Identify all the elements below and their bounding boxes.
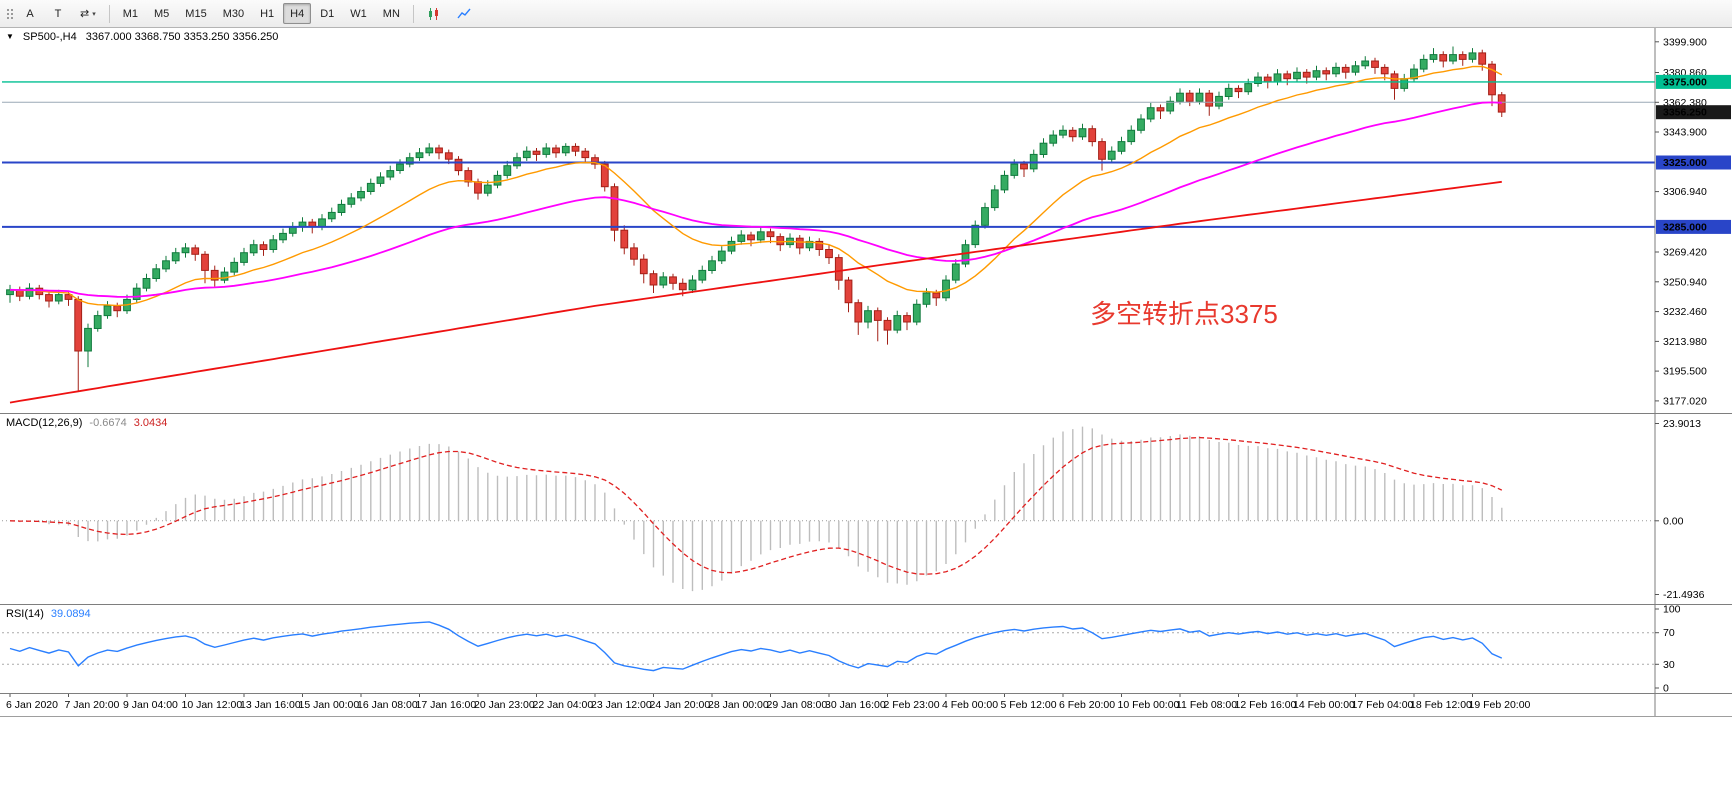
svg-text:29 Jan 08:00: 29 Jan 08:00 [767,699,828,711]
macd-panel[interactable]: 23.9013 0.00 -21.4936 MACD(12,26,9) -0.6674… [0,414,1732,605]
rsi-panel[interactable]: 100 70 30 0 RSI(14) 39.0894 [0,605,1732,694]
svg-text:10 Jan 12:00: 10 Jan 12:00 [182,699,243,711]
svg-text:70: 70 [1663,627,1675,639]
rsi-plot[interactable]: 100 70 30 0 [0,605,1732,693]
svg-text:15 Jan 00:00: 15 Jan 00:00 [299,699,360,711]
symbol-period-label: SP500-,H4 [22,31,77,43]
svg-text:5 Feb 12:00: 5 Feb 12:00 [1001,699,1057,711]
svg-text:19 Feb 20:00: 19 Feb 20:00 [1469,699,1531,711]
svg-text:6 Jan 2020: 6 Jan 2020 [6,699,58,711]
toolbar-separator [108,4,110,23]
svg-text:30: 30 [1663,659,1675,671]
price-badge: 3325.000 [1656,155,1731,170]
time-axis[interactable]: 6 Jan 2020 7 Jan 20:00 9 Jan 04:00 10 Jan 1… [0,694,1732,717]
svg-text:3325.000: 3325.000 [1663,157,1707,169]
svg-text:28 Jan 00:00: 28 Jan 00:00 [708,699,769,711]
svg-text:13 Jan 16:00: 13 Jan 16:00 [240,699,301,711]
cursor-mode-dropdown[interactable]: ⇄ ▾ [73,3,103,24]
macd-main-value: -0.6674 [89,417,127,429]
svg-text:0.00: 0.00 [1663,515,1684,527]
timeframe-h4-button[interactable]: H4 [283,3,312,24]
timeframe-mn-button[interactable]: MN [376,3,407,24]
svg-text:3177.020: 3177.020 [1663,395,1707,407]
svg-text:14 Feb 00:00: 14 Feb 00:00 [1293,699,1355,711]
price-badge: 3285.000 [1656,219,1731,234]
macd-histogram [19,426,1503,592]
time-axis-labels: 6 Jan 2020 7 Jan 20:00 9 Jan 04:00 10 Jan 1… [6,694,1656,716]
main-chart-plot[interactable]: 3399.9003380.8603362.3803343.9003306.940… [0,28,1732,413]
svg-text:3232.460: 3232.460 [1663,306,1707,318]
candlestick-icon [428,7,438,20]
svg-text:7 Jan 20:00: 7 Jan 20:00 [65,699,120,711]
svg-text:3356.250: 3356.250 [1663,107,1707,119]
symbol-collapse-triangle-icon[interactable]: ▼ [6,32,14,41]
svg-text:16 Jan 08:00: 16 Jan 08:00 [357,699,418,711]
svg-text:22 Jan 04:00: 22 Jan 04:00 [533,699,594,711]
svg-text:3250.940: 3250.940 [1663,276,1707,288]
svg-text:2 Feb 23:00: 2 Feb 23:00 [884,699,940,711]
candlestick-chart-button[interactable] [420,3,448,24]
macd-plot[interactable]: 23.9013 0.00 -21.4936 [0,414,1732,604]
svg-text:9 Jan 04:00: 9 Jan 04:00 [123,699,178,711]
rsi-value: 39.0894 [50,608,91,620]
svg-text:17 Feb 04:00: 17 Feb 04:00 [1352,699,1414,711]
svg-text:24 Jan 20:00: 24 Jan 20:00 [650,699,711,711]
text-tool-button[interactable]: T [45,3,71,24]
toolbar-drag-handle[interactable] [3,4,15,24]
main-chart-panel[interactable]: 3399.900 3380.860 3362.380 3343.900 3306.940… [0,28,1732,414]
arrow-tool-button[interactable]: A [17,3,43,24]
rsi-label: RSI(14) 39.0894 [6,608,91,620]
svg-text:20 Jan 23:00: 20 Jan 23:00 [474,699,535,711]
svg-text:3285.000: 3285.000 [1663,221,1707,233]
svg-text:3213.980: 3213.980 [1663,336,1707,348]
timeframe-m1-button[interactable]: M1 [116,3,145,24]
timeframe-m15-button[interactable]: M15 [178,3,213,24]
toolbar-separator [412,4,414,23]
timeframe-w1-button[interactable]: W1 [343,3,374,24]
svg-text:6 Feb 20:00: 6 Feb 20:00 [1059,699,1115,711]
timeframe-h1-button[interactable]: H1 [253,3,281,24]
svg-text:12 Feb 16:00: 12 Feb 16:00 [1235,699,1297,711]
svg-text:100: 100 [1663,605,1681,616]
svg-text:23.9013: 23.9013 [1663,418,1701,430]
window-background [0,717,1732,801]
svg-text:0: 0 [1663,683,1669,694]
chart-title: ▼ SP500-,H4 3367.000 3368.750 3353.250 3… [6,31,278,43]
svg-text:17 Jan 16:00: 17 Jan 16:00 [416,699,477,711]
svg-text:-21.4936: -21.4936 [1663,589,1705,601]
swap-arrows-icon: ⇄ [80,8,90,20]
price-badge: 3356.250 [1656,105,1731,120]
chart-text-annotation[interactable]: 多空转折点3375 [1090,299,1278,329]
svg-text:23 Jan 12:00: 23 Jan 12:00 [591,699,652,711]
svg-text:3375.000: 3375.000 [1663,76,1707,88]
svg-text:3399.900: 3399.900 [1663,36,1707,48]
svg-text:3306.940: 3306.940 [1663,186,1707,198]
svg-text:3343.900: 3343.900 [1663,127,1707,139]
macd-signal-value: 3.0434 [133,417,168,429]
timeframe-m30-button[interactable]: M30 [216,3,251,24]
svg-text:3269.420: 3269.420 [1663,247,1707,259]
line-chart-button[interactable] [450,3,478,24]
grip-dots-icon [7,8,9,11]
svg-text:4 Feb 00:00: 4 Feb 00:00 [942,699,998,711]
svg-text:3195.500: 3195.500 [1663,366,1707,378]
svg-text:30 Jan 16:00: 30 Jan 16:00 [825,699,886,711]
ohlc-values-label: 3367.000 3368.750 3353.250 3356.250 [85,31,279,43]
line-chart-icon [457,8,471,18]
timeframe-d1-button[interactable]: D1 [313,3,341,24]
macd-name-label: MACD(12,26,9) [6,417,83,429]
svg-text:18 Feb 12:00: 18 Feb 12:00 [1410,699,1472,711]
rsi-name-label: RSI(14) [6,608,44,620]
price-badge: 3375.000 [1656,74,1731,89]
timeframe-m5-button[interactable]: M5 [147,3,176,24]
macd-label: MACD(12,26,9) -0.6674 3.0434 [6,417,167,429]
svg-text:10 Feb 00:00: 10 Feb 00:00 [1118,699,1180,711]
svg-text:11 Feb 08:00: 11 Feb 08:00 [1176,699,1237,711]
caret-down-icon: ▾ [92,10,96,18]
toolbar: A T ⇄ ▾ M1 M5 M15 M30 H1 H4 D1 W1 MN [0,0,1732,28]
